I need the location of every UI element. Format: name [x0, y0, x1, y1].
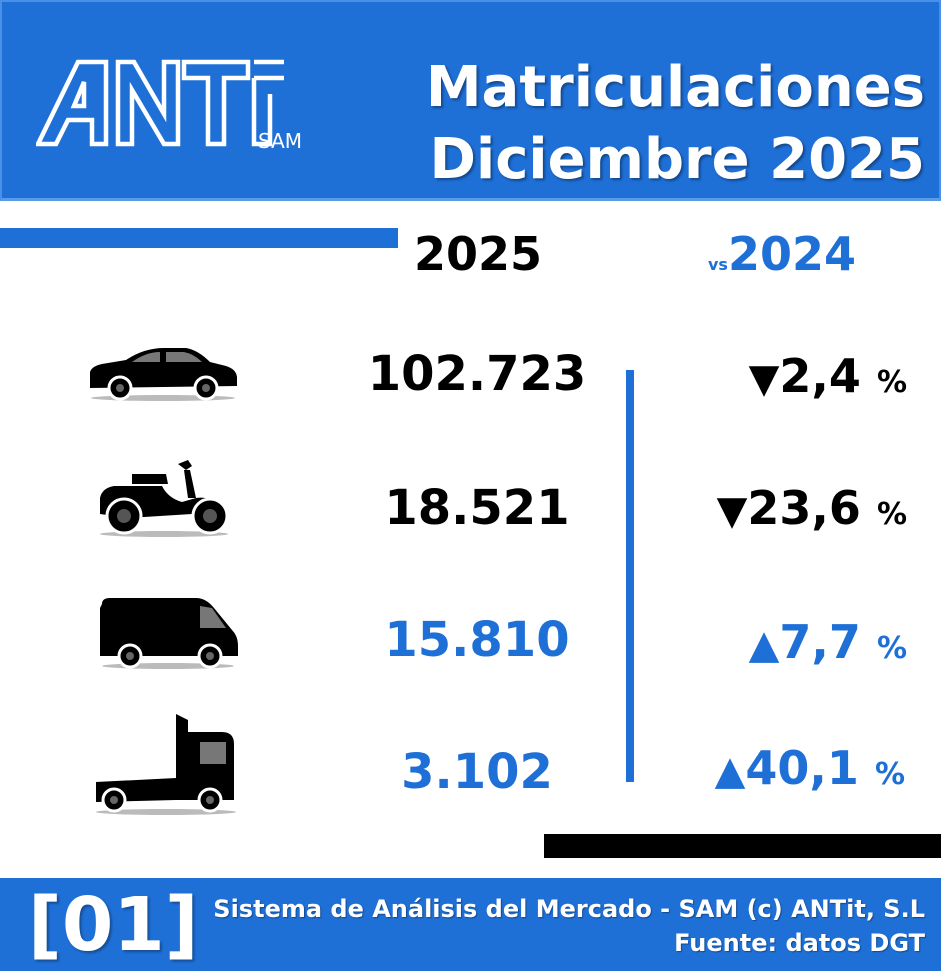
- percent-unit: %: [876, 365, 907, 400]
- title-line-2: Diciembre 2025: [429, 127, 925, 192]
- footer: [01] Sistema de Análisis del Mercado - S…: [0, 878, 941, 971]
- truck-change-value: 40,1: [745, 741, 859, 795]
- trend-up-icon: ▲: [748, 622, 780, 668]
- vs-label: vs: [708, 255, 728, 274]
- van-icon: [100, 598, 238, 669]
- percent-unit: %: [874, 757, 905, 792]
- column-divider: [626, 370, 634, 782]
- truck-icon: [96, 714, 236, 815]
- van-change-value: 7,7: [779, 615, 861, 669]
- car-change-value: 2,4: [779, 349, 861, 403]
- motorcycle-change-value: 23,6: [747, 481, 861, 535]
- motorcycle-icon: [100, 460, 229, 537]
- truck-change: ▲40,1 %: [665, 738, 905, 805]
- van-change: ▲7,7 %: [667, 612, 907, 679]
- previous-year: 2024: [727, 227, 856, 281]
- trend-down-icon: ▼: [748, 356, 780, 402]
- header-banner: SAM Matriculaciones Diciembre 2025: [0, 0, 941, 201]
- car-registrations-value: 102.723: [367, 346, 587, 402]
- percent-unit: %: [876, 631, 907, 666]
- accent-bar-right: [544, 834, 941, 858]
- trend-up-icon: ▲: [714, 748, 746, 794]
- footer-line-1: Sistema de Análisis del Mercado - SAM (c…: [213, 895, 925, 923]
- column-header-2024: vs2024: [708, 222, 856, 297]
- trend-down-icon: ▼: [716, 488, 748, 534]
- column-header-2025: 2025: [414, 227, 543, 281]
- svg-text:SAM: SAM: [258, 129, 302, 153]
- footer-line-2: Fuente: datos DGT: [674, 929, 925, 957]
- page-title: Matriculaciones Diciembre 2025: [426, 52, 925, 196]
- percent-unit: %: [876, 497, 907, 532]
- footer-credits: Sistema de Análisis del Mercado - SAM (c…: [213, 892, 925, 960]
- title-line-1: Matriculaciones: [425, 55, 925, 120]
- motorcycle-registrations-value: 18.521: [384, 480, 570, 536]
- car-icon: [90, 348, 237, 401]
- accent-bar-left: [0, 228, 398, 248]
- motorcycle-change: ▼23,6 %: [667, 478, 907, 545]
- antit-sam-logo: SAM: [36, 59, 302, 153]
- van-registrations-value: 15.810: [384, 612, 570, 668]
- slide-code: [01]: [28, 882, 199, 968]
- truck-registrations-value: 3.102: [401, 744, 553, 800]
- car-change: ▼2,4 %: [667, 346, 907, 413]
